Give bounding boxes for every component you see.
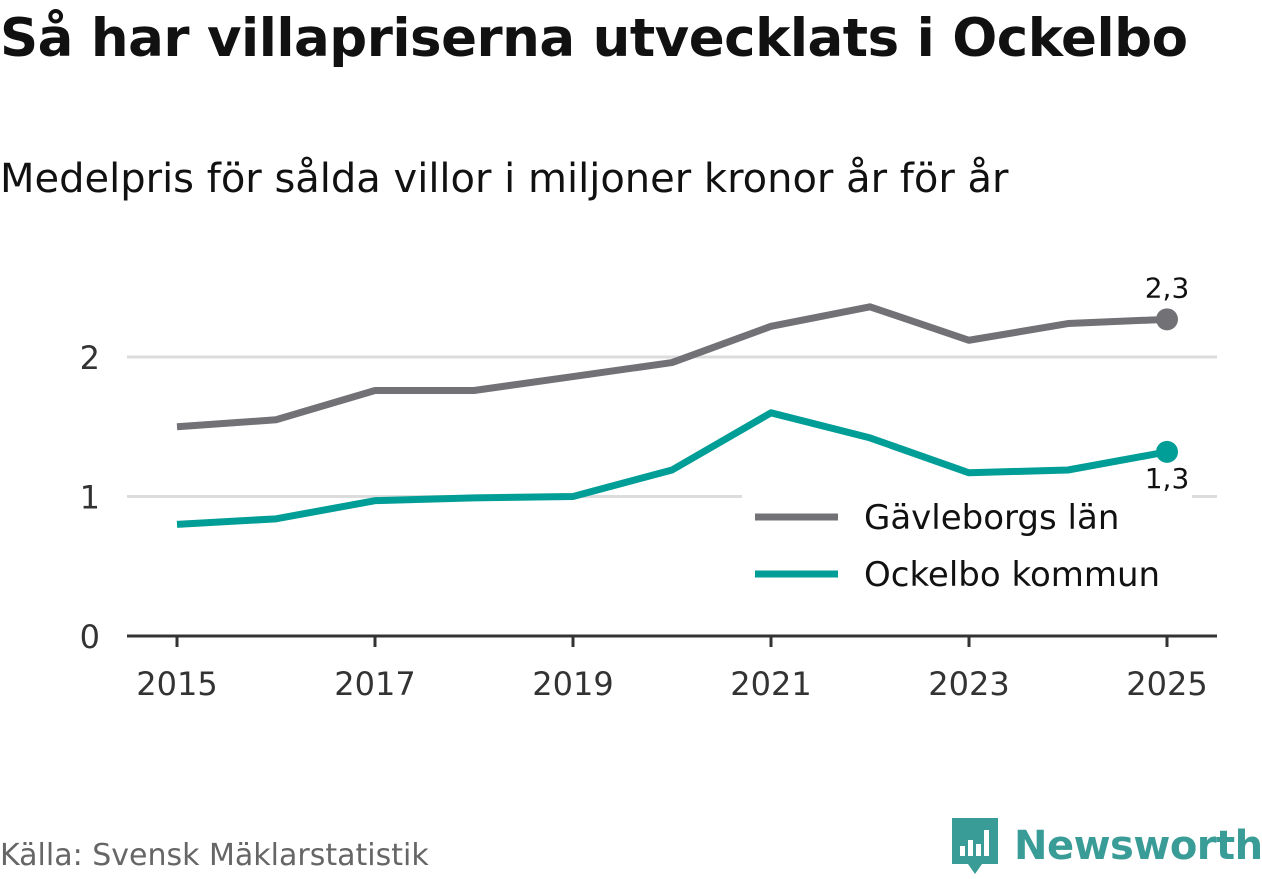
data-label-g-vleborgs-l-n: 2,3 [1145, 271, 1190, 304]
x-tick-label: 2017 [334, 665, 415, 703]
newsworthy-logo-icon [952, 818, 998, 874]
source-note: Källa: Svensk Mäklarstatistik [0, 838, 429, 873]
legend-label-g-vleborgs-l-n: Gävleborgs län [864, 498, 1119, 538]
series-line-g-vleborgs-l-n [176, 303, 1168, 431]
x-tick-label: 2021 [730, 665, 811, 703]
y-tick-label: 1 [80, 479, 100, 517]
series-end-point-ockelbo-kommun [1156, 440, 1178, 463]
y-tick-label: 0 [80, 618, 100, 656]
x-tick-label: 2015 [136, 665, 217, 703]
legend-label-ockelbo-kommun: Ockelbo kommun [864, 555, 1160, 595]
line-chart: 0 1 2 2015 2017 2019 2021 2023 2025 2,3 1,3 Gävle… [80, 271, 1217, 703]
series-end-point-g-vleborgs-l-n [1156, 308, 1178, 331]
legend-box [742, 492, 1192, 614]
series-line-ockelbo-kommun [176, 409, 1168, 528]
chart-subtitle: Medelpris för sålda villor i miljoner kr… [0, 156, 1009, 202]
newsworthy-logo: Newsworthy [950, 816, 1262, 876]
brand-name: Newsworthy [1014, 823, 1262, 869]
x-tick-label: 2019 [532, 665, 613, 703]
page-title: Så har villapriserna utvecklats i Ockelb… [0, 8, 1188, 69]
x-tick-label: 2023 [928, 665, 1009, 703]
y-tick-label: 2 [80, 339, 100, 377]
x-tick-label: 2025 [1126, 665, 1207, 703]
data-label-ockelbo-kommun: 1,3 [1145, 462, 1190, 495]
